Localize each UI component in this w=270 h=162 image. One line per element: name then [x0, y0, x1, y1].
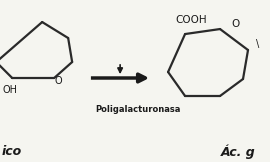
Text: O: O [231, 19, 239, 29]
Text: Ác. g: Ác. g [221, 145, 255, 159]
Text: OH: OH [3, 85, 18, 95]
Text: O: O [54, 76, 62, 86]
Text: ico: ico [2, 145, 22, 158]
Text: Poligalacturonasa: Poligalacturonasa [95, 105, 181, 115]
Text: \: \ [256, 39, 260, 49]
Text: COOH: COOH [175, 15, 207, 25]
